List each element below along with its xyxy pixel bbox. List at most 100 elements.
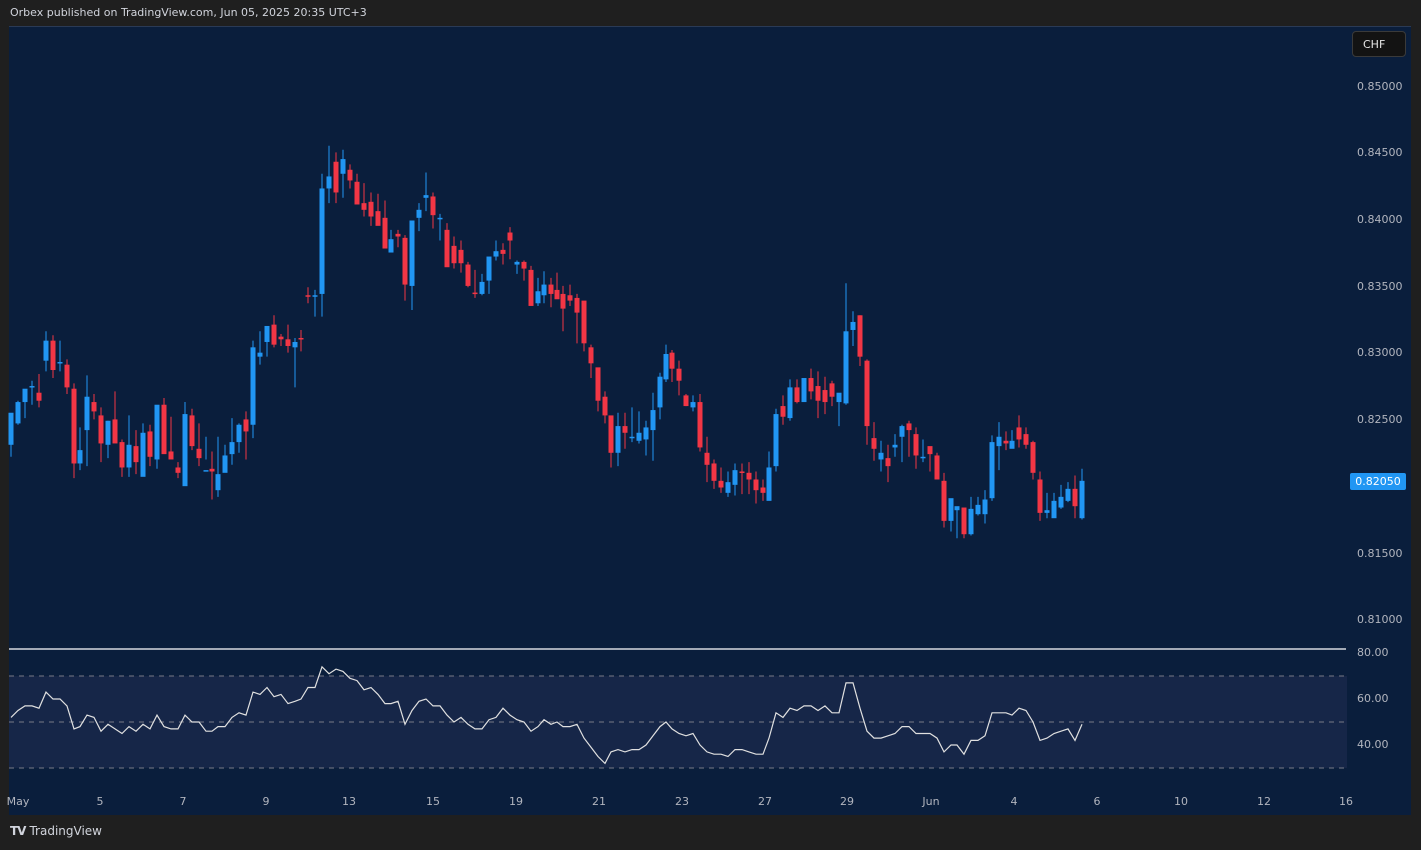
- candle-down: [243, 419, 249, 432]
- candle-down: [567, 295, 573, 301]
- candle-down: [829, 383, 835, 397]
- candle-up: [725, 482, 731, 493]
- time-axis-label: 27: [758, 795, 772, 808]
- time-axis-label: 7: [179, 795, 187, 808]
- candle-down: [857, 315, 863, 357]
- candle-down: [528, 269, 534, 306]
- candle-up: [388, 239, 394, 253]
- candle-up: [975, 504, 981, 515]
- rsi-axis-label: 80.00: [1357, 646, 1389, 659]
- candle-down: [669, 352, 675, 369]
- price-axis-label: 0.82500: [1357, 413, 1403, 426]
- candle-up: [423, 195, 429, 198]
- candle-down: [168, 451, 174, 460]
- time-axis-label: 13: [342, 795, 356, 808]
- candle-up: [732, 470, 738, 485]
- candle-down: [333, 161, 339, 193]
- candle-up: [843, 331, 849, 404]
- candle-down: [1072, 488, 1078, 507]
- candle-down: [147, 431, 153, 457]
- price-axis-label: 0.85000: [1357, 80, 1403, 93]
- candle-down: [347, 169, 353, 181]
- candle-down: [1037, 479, 1043, 513]
- candle-down: [444, 229, 450, 268]
- publisher-line: Orbex published on TradingView.com, Jun …: [10, 6, 367, 19]
- candle-down: [119, 442, 125, 468]
- candle-up: [222, 455, 228, 473]
- candle-down: [451, 245, 457, 264]
- candle-down: [560, 293, 566, 309]
- candle-up: [292, 341, 298, 348]
- candle-up: [629, 436, 635, 439]
- candle-up: [968, 508, 974, 535]
- time-axis-label: 6: [1093, 795, 1101, 808]
- price-axis-label: 0.81500: [1357, 547, 1403, 560]
- candle-down: [602, 396, 608, 416]
- time-axis-label: 5: [96, 795, 104, 808]
- candle-down: [822, 390, 828, 403]
- candle-down: [209, 468, 215, 472]
- candle-down: [941, 480, 947, 521]
- candle-down: [794, 387, 800, 403]
- candle-down: [298, 337, 304, 340]
- candle-up: [948, 498, 954, 521]
- candle-up: [8, 412, 14, 445]
- candle-down: [760, 487, 766, 493]
- time-axis-label: Jun: [922, 795, 940, 808]
- price-axis-label: 0.83000: [1357, 346, 1403, 359]
- time-axis-label: 16: [1339, 795, 1353, 808]
- candle-up: [892, 444, 898, 448]
- candle-down: [927, 446, 933, 455]
- rsi-axis-label: 40.00: [1357, 738, 1389, 751]
- candle-down: [395, 233, 401, 237]
- candle-up: [22, 388, 28, 403]
- candle-down: [500, 249, 506, 254]
- candle-up: [989, 442, 995, 499]
- candle-up: [801, 378, 807, 403]
- candle-down: [746, 472, 752, 480]
- candle-up: [899, 426, 905, 437]
- candle-up: [541, 284, 547, 296]
- candle-up: [479, 281, 485, 294]
- candle-down: [581, 300, 587, 344]
- candle-up: [773, 414, 779, 467]
- candle-down: [718, 480, 724, 488]
- price-axis-label: 0.83500: [1357, 280, 1403, 293]
- candle-down: [91, 402, 97, 412]
- candle-up: [954, 506, 960, 511]
- tradingview-logo-icon: TV: [10, 824, 27, 838]
- candle-down: [64, 364, 70, 388]
- candle-up: [996, 436, 1002, 447]
- time-axis-label: 21: [592, 795, 606, 808]
- rsi-line: [10, 665, 1083, 765]
- candle-up: [215, 474, 221, 491]
- footer-brand[interactable]: TV TradingView: [10, 824, 102, 838]
- time-axis-label: 9: [262, 795, 270, 808]
- candle-down: [133, 446, 139, 463]
- candle-down: [354, 181, 360, 205]
- candle-down: [71, 388, 77, 464]
- candle-up: [257, 352, 263, 357]
- candle-up: [920, 456, 926, 459]
- candle-up: [154, 404, 160, 460]
- candle-down: [608, 415, 614, 453]
- time-axis-label: 23: [675, 795, 689, 808]
- candle-up: [663, 354, 669, 380]
- candle-up: [15, 402, 21, 424]
- candle-up: [203, 470, 209, 472]
- price-axis-label: 0.81000: [1357, 613, 1403, 626]
- currency-badge[interactable]: CHF: [1352, 31, 1406, 57]
- candle-up: [250, 347, 256, 425]
- candle-down: [676, 368, 682, 381]
- candle-up: [1009, 440, 1015, 449]
- candle-up: [236, 424, 242, 443]
- candle-up: [29, 386, 35, 388]
- candle-down: [175, 467, 181, 473]
- candle-down: [98, 415, 104, 444]
- candle-up: [437, 217, 443, 220]
- candle-down: [574, 297, 580, 313]
- candle-down: [864, 360, 870, 427]
- candle-down: [554, 289, 560, 300]
- candle-down: [815, 386, 821, 401]
